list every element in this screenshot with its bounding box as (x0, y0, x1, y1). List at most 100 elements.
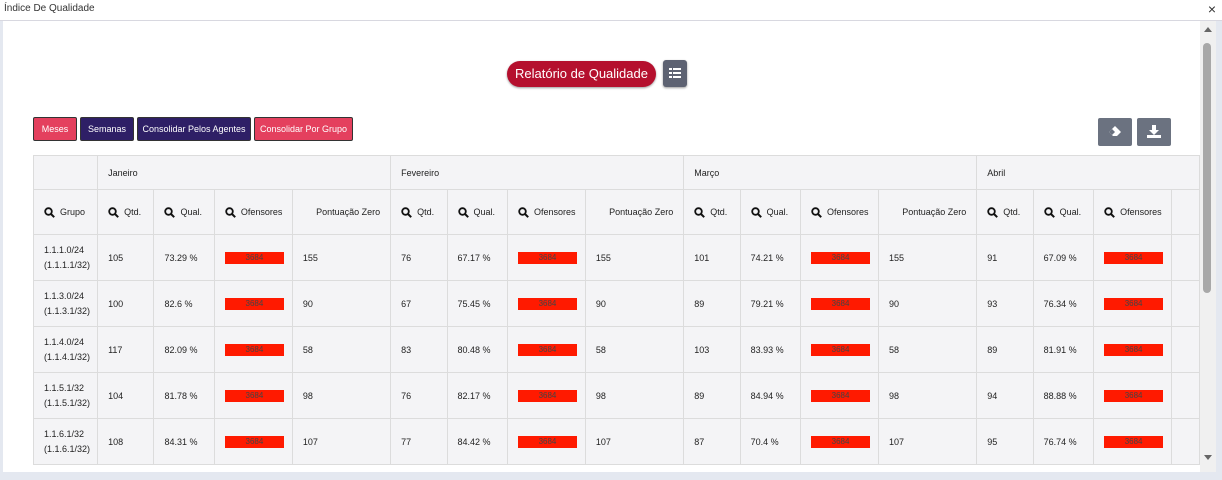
ofensores-badge[interactable]: 3684 (1104, 389, 1164, 402)
qtd-cell: 87 (683, 418, 741, 465)
ofensores-badge[interactable]: 3684 (224, 389, 284, 402)
scroll-up-icon[interactable] (1204, 27, 1212, 32)
ofensores-badge[interactable]: 3684 (517, 389, 577, 402)
column-header-ofensores-label: Ofensores (827, 207, 869, 217)
column-header-pontuacao-zero[interactable]: Pontuação Zero (291, 189, 392, 235)
qtd-cell: 89 (683, 372, 741, 419)
column-header-ofensores[interactable]: Ofensores (1093, 189, 1173, 235)
qtd-cell: 93 (976, 280, 1034, 327)
ofensores-badge[interactable]: 3684 (224, 251, 284, 264)
column-header-qual[interactable]: Qual. (446, 189, 508, 235)
qtd-cell: 103 (683, 326, 741, 373)
column-header-qtd[interactable]: Qtd. (97, 189, 155, 235)
download-button[interactable] (1137, 118, 1171, 146)
ofensores-badge[interactable]: 3684 (811, 297, 871, 310)
search-icon[interactable] (401, 206, 413, 218)
pontuacao-zero-cell: 155 (877, 234, 978, 281)
search-icon[interactable] (811, 206, 822, 218)
qtd-cell: 101 (683, 234, 741, 281)
pontuacao-zero-cell: 98 (877, 372, 978, 419)
column-header-overflow (1171, 189, 1200, 235)
grupo-network: 1.1.6.1/32 (44, 428, 85, 439)
ofensores-cell: 3684 (1093, 326, 1173, 373)
grid-list-button[interactable] (663, 60, 687, 87)
ofensores-badge[interactable]: 3684 (1104, 435, 1164, 448)
overflow-cell (1171, 326, 1200, 373)
clear-button[interactable] (1098, 118, 1132, 146)
ofensores-badge[interactable]: 3684 (811, 251, 871, 264)
column-header-qtd[interactable]: Qtd. (390, 189, 448, 235)
search-icon[interactable] (750, 206, 762, 218)
filter-meses-button[interactable]: Meses (33, 117, 77, 141)
search-icon[interactable] (225, 206, 236, 218)
consolidar-grupo-button[interactable]: Consolidar Por Grupo (254, 117, 353, 141)
window-frame-bottom (0, 472, 1222, 480)
search-icon[interactable] (44, 206, 55, 218)
qual-cell: 83.93 % (739, 326, 802, 373)
column-header-pontuacao-zero[interactable]: Pontuação Zero (584, 189, 685, 235)
grupo-network: 1.1.5.1/32 (44, 382, 85, 393)
window-frame-left (0, 21, 3, 480)
ofensores-badge[interactable]: 3684 (811, 389, 871, 402)
scroll-thumb[interactable] (1203, 43, 1211, 293)
column-header-qtd[interactable]: Qtd. (976, 189, 1034, 235)
ofensores-badge[interactable]: 3684 (224, 435, 284, 448)
column-header-ofensores[interactable]: Ofensores (800, 189, 879, 235)
search-icon[interactable] (518, 206, 529, 218)
column-header-ofensores[interactable]: Ofensores (506, 189, 586, 235)
download-icon (1147, 125, 1161, 138)
consolidar-agentes-button[interactable]: Consolidar Pelos Agentes (137, 117, 251, 141)
ofensores-badge[interactable]: 3684 (811, 435, 871, 448)
search-icon[interactable] (457, 206, 469, 218)
window-titlebar: Índice De Qualidade × (0, 0, 1222, 21)
ofensores-badge[interactable]: 3684 (517, 297, 577, 310)
qtd-cell: 76 (390, 372, 448, 419)
grupo-network: 1.1.1.0/24 (44, 244, 85, 255)
ofensores-cell: 3684 (1093, 280, 1173, 327)
search-icon[interactable] (1043, 206, 1055, 218)
ofensores-badge[interactable]: 3684 (1104, 297, 1164, 310)
report-title-badge[interactable]: Relatório de Qualidade (507, 61, 656, 87)
search-icon[interactable] (164, 206, 176, 218)
search-icon[interactable] (108, 206, 119, 218)
window-frame-right (1216, 21, 1222, 472)
ofensores-badge[interactable]: 3684 (224, 297, 284, 310)
quality-table: Janeiro Fevereiro Março Abril Grupo Qtd. Q… (32, 155, 1200, 465)
ofensores-badge[interactable]: 3684 (1104, 343, 1164, 356)
grupo-cell: 1.1.4.0/24 (1.1.4.1/32) (32, 326, 99, 373)
column-header-ofensores[interactable]: Ofensores (213, 189, 293, 235)
ofensores-badge[interactable]: 3684 (224, 343, 284, 356)
qual-cell: 84.94 % (739, 372, 802, 419)
column-header-qual[interactable]: Qual. (1032, 189, 1095, 235)
search-icon[interactable] (987, 206, 999, 218)
column-header-qual-label: Qual. (1059, 207, 1082, 217)
ofensores-badge[interactable]: 3684 (1104, 251, 1164, 264)
ofensores-cell: 3684 (506, 418, 586, 465)
window-title: Índice De Qualidade (4, 3, 95, 14)
ofensores-cell: 3684 (506, 280, 586, 327)
ofensores-badge[interactable]: 3684 (811, 343, 871, 356)
grupo-cell: 1.1.6.1/32 (1.1.6.1/32) (32, 418, 99, 465)
pontuacao-zero-cell: 90 (584, 280, 685, 327)
column-header-pontuacao-zero[interactable]: Pontuação Zero (877, 189, 978, 235)
search-icon[interactable] (1104, 206, 1116, 218)
ofensores-cell: 3684 (1093, 234, 1173, 281)
search-icon[interactable] (694, 206, 706, 218)
qual-cell: 76.74 % (1032, 418, 1095, 465)
filter-semanas-button[interactable]: Semanas (80, 117, 134, 141)
ofensores-badge[interactable]: 3684 (517, 343, 577, 356)
close-icon[interactable]: × (1207, 1, 1216, 17)
column-header-qual[interactable]: Qual. (153, 189, 215, 235)
table-row: 1.1.5.1/32 (1.1.5.1/32) 104 81.78 % 3684 98 76… (32, 372, 1200, 419)
scroll-down-icon[interactable] (1204, 455, 1212, 460)
vertical-scrollbar[interactable] (1200, 21, 1216, 472)
column-header-qtd[interactable]: Qtd. (683, 189, 741, 235)
qtd-cell: 108 (97, 418, 155, 465)
qtd-cell: 91 (976, 234, 1034, 281)
column-header-qual[interactable]: Qual. (739, 189, 802, 235)
ofensores-badge[interactable]: 3684 (517, 251, 577, 264)
ofensores-badge[interactable]: 3684 (517, 435, 577, 448)
month-header-abril: Abril (976, 155, 1200, 190)
column-header-grupo[interactable]: Grupo (32, 189, 99, 235)
qual-cell: 73.29 % (153, 234, 215, 281)
